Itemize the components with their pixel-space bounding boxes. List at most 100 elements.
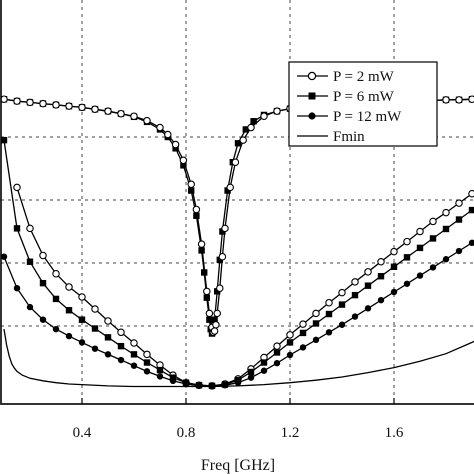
data-point (455, 199, 463, 207)
data-point (234, 140, 242, 147)
data-point (219, 228, 226, 235)
data-point (78, 293, 86, 301)
data-point (455, 247, 463, 255)
data-point (130, 362, 138, 369)
legend-item-fmin: Fmin (297, 129, 365, 145)
data-point (91, 325, 99, 332)
data-point (286, 351, 294, 359)
series-5 (0, 95, 474, 337)
data-point (221, 224, 229, 233)
data-point (442, 208, 450, 217)
data-point (195, 382, 203, 390)
data-point (273, 107, 281, 115)
data-point (338, 301, 346, 308)
data-point (377, 257, 385, 266)
filled-circle-marker-icon (308, 112, 316, 120)
data-point (193, 212, 200, 219)
data-point (377, 296, 385, 304)
x-tick-label: 0.8 (177, 425, 196, 441)
data-point (455, 216, 463, 223)
data-point (403, 237, 411, 246)
data-point (299, 344, 307, 351)
data-point (221, 382, 229, 389)
data-point (260, 112, 268, 120)
data-point (13, 183, 21, 192)
data-point (206, 316, 213, 323)
data-point (104, 107, 112, 115)
data-point (364, 268, 372, 276)
data-point (468, 239, 474, 247)
data-point (143, 116, 151, 125)
data-point (312, 320, 320, 327)
x-tick-label: 0.4 (73, 425, 92, 441)
data-point (247, 374, 255, 381)
data-point (239, 136, 247, 144)
filled-square-marker-icon (308, 92, 316, 100)
data-point (169, 377, 177, 385)
data-point (299, 329, 307, 337)
data-point (234, 379, 242, 386)
data-point (78, 339, 86, 346)
data-point (39, 99, 47, 108)
data-point (39, 316, 47, 323)
data-point (143, 368, 151, 375)
legend-label-p12: P = 12 mW (333, 109, 402, 125)
legend: P = 2 mW P = 6 mW P = 12 mW Fmin (288, 61, 438, 147)
data-point (351, 278, 359, 286)
data-point (455, 96, 463, 104)
data-point (416, 244, 424, 252)
data-point (164, 130, 172, 139)
data-point (468, 95, 474, 103)
data-point (171, 140, 180, 149)
data-point (214, 288, 221, 295)
data-point (91, 305, 99, 313)
data-point (416, 227, 424, 236)
data-point (247, 368, 255, 376)
x-axis-label: Freq [GHz] (201, 457, 275, 474)
data-point (156, 373, 164, 380)
data-point (273, 359, 281, 367)
grid-lines (1, 0, 474, 404)
data-point (286, 331, 294, 339)
data-point (312, 336, 320, 344)
data-point (179, 156, 188, 165)
data-point (117, 356, 125, 364)
data-point (231, 158, 240, 166)
data-point (442, 256, 450, 263)
data-point (273, 349, 281, 356)
data-point (26, 98, 34, 107)
data-point (403, 254, 411, 261)
data-point (364, 282, 372, 289)
data-point (216, 256, 223, 264)
legend-label-p6: P = 6 mW (333, 89, 395, 105)
data-point (403, 280, 411, 287)
data-point (218, 252, 227, 261)
data-point (52, 101, 60, 109)
data-point (13, 97, 21, 105)
data-point (390, 247, 398, 256)
data-point (156, 123, 164, 132)
data-point (390, 263, 398, 270)
data-point (52, 325, 60, 333)
series-2 (0, 239, 474, 390)
data-point (212, 320, 220, 329)
data-point (117, 328, 125, 337)
data-point (117, 109, 125, 118)
legend-item-p2: P = 2 mW (297, 69, 395, 85)
data-point (156, 366, 164, 374)
data-point (13, 225, 21, 232)
data-point (286, 339, 294, 346)
series-3 (3, 328, 474, 388)
data-point (390, 288, 398, 296)
legend-item-p12: P = 12 mW (297, 109, 402, 125)
data-point (338, 321, 346, 328)
data-point (224, 187, 231, 194)
data-point (198, 247, 205, 254)
data-point (312, 309, 320, 318)
data-point (78, 103, 86, 112)
data-point (130, 351, 138, 358)
data-point (325, 298, 333, 307)
data-point (0, 136, 8, 144)
data-point (429, 217, 437, 226)
data-point (104, 317, 112, 325)
